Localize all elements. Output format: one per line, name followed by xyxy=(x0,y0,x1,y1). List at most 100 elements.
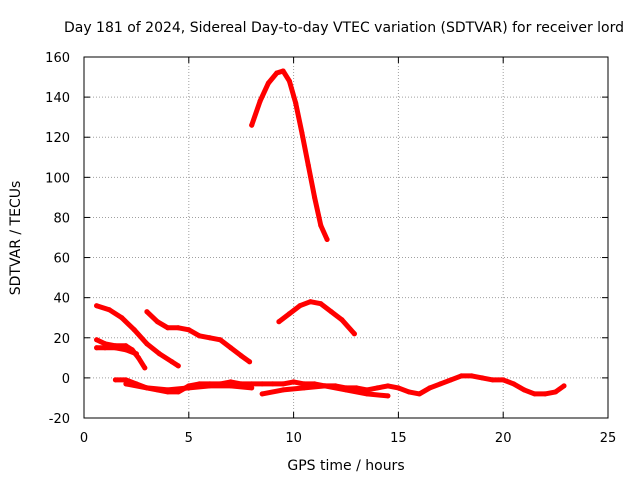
x-tick-label: 10 xyxy=(285,431,302,446)
data-point-arc-7 xyxy=(406,389,412,395)
x-tick-label: 5 xyxy=(185,431,193,446)
data-point-arc-1 xyxy=(106,307,112,313)
data-point-arc-7 xyxy=(479,375,485,381)
data-point-arc-7 xyxy=(123,377,129,383)
data-point-arc-2 xyxy=(94,337,100,343)
data-point-arc-7 xyxy=(259,381,265,387)
data-point-arc-8 xyxy=(228,383,234,389)
data-point-arc-7 xyxy=(270,381,276,387)
y-tick-label: 80 xyxy=(53,211,70,226)
data-point-arc-7 xyxy=(280,381,286,387)
data-point-arc-9 xyxy=(259,391,265,397)
data-point-arc-4 xyxy=(144,309,150,315)
y-tick-label: 0 xyxy=(62,372,70,387)
data-point-arc-5 xyxy=(324,237,330,242)
grid-layer xyxy=(84,57,608,418)
data-point-arc-5 xyxy=(305,162,311,168)
chart-title: Day 181 of 2024, Sidereal Day-to-day VTE… xyxy=(64,20,624,36)
data-point-arc-7 xyxy=(437,381,443,387)
frame-layer xyxy=(83,56,609,419)
data-point-arc-5 xyxy=(299,130,305,136)
series-layer xyxy=(94,68,567,399)
data-point-arc-1 xyxy=(131,327,137,333)
data-point-arc-7 xyxy=(291,379,297,385)
data-point-arc-6 xyxy=(276,319,282,325)
data-point-arc-7 xyxy=(521,387,527,393)
data-point-arc-8 xyxy=(165,387,171,393)
data-point-arc-5 xyxy=(249,122,255,128)
data-point-arc-5 xyxy=(286,78,292,84)
data-point-arc-7 xyxy=(500,377,506,383)
x-tick-label: 15 xyxy=(390,431,407,446)
data-point-arc-7 xyxy=(427,385,433,391)
data-point-arc-7 xyxy=(385,383,391,389)
data-point-arc-1 xyxy=(119,315,125,321)
data-point-arc-7 xyxy=(553,389,559,395)
y-tick-label: 60 xyxy=(53,252,70,267)
data-point-arc-4 xyxy=(207,335,213,341)
data-point-arc-6 xyxy=(318,301,324,307)
data-point-arc-5 xyxy=(280,68,286,74)
series-arc-5 xyxy=(249,68,330,242)
data-point-arc-6 xyxy=(297,303,303,309)
data-point-arc-5 xyxy=(257,98,263,104)
data-point-arc-6 xyxy=(351,331,357,337)
data-point-arc-2 xyxy=(136,355,141,361)
data-point-arc-5 xyxy=(265,80,271,86)
data-point-arc-7 xyxy=(395,385,401,391)
data-point-arc-7 xyxy=(249,381,255,387)
y-tick-label: 120 xyxy=(45,131,70,146)
y-tick-label: -20 xyxy=(49,412,70,427)
data-point-arc-9 xyxy=(301,385,307,391)
data-point-arc-5 xyxy=(318,223,324,228)
data-point-arc-4 xyxy=(165,325,171,331)
data-point-arc-8 xyxy=(207,383,213,389)
data-point-arc-4 xyxy=(228,345,234,351)
data-point-arc-6 xyxy=(307,299,313,305)
x-axis-label: GPS time / hours xyxy=(287,458,404,474)
data-point-arc-7 xyxy=(416,391,422,397)
data-point-arc-3 xyxy=(123,347,129,353)
data-point-arc-3 xyxy=(94,345,100,351)
data-point-arc-6 xyxy=(328,309,334,315)
data-point-arc-3 xyxy=(133,351,139,357)
data-point-arc-7 xyxy=(561,383,567,389)
data-point-arc-4 xyxy=(154,319,160,325)
data-point-arc-7 xyxy=(469,373,475,379)
data-point-arc-8 xyxy=(249,385,255,391)
data-point-arc-9 xyxy=(280,387,286,393)
data-point-arc-7 xyxy=(490,377,496,383)
data-point-arc-1 xyxy=(157,351,162,357)
data-point-arc-7 xyxy=(458,373,464,379)
y-tick-label: 20 xyxy=(53,332,70,347)
data-point-arc-6 xyxy=(339,317,345,323)
data-point-arc-9 xyxy=(322,383,328,389)
data-point-arc-5 xyxy=(274,70,280,76)
data-point-arc-9 xyxy=(385,393,391,399)
data-point-arc-5 xyxy=(312,194,318,200)
data-point-arc-7 xyxy=(112,377,118,383)
data-point-arc-8 xyxy=(144,385,150,391)
data-point-arc-4 xyxy=(175,325,181,331)
data-point-arc-4 xyxy=(186,327,192,333)
y-tick-label: 100 xyxy=(45,171,70,186)
plot-frame xyxy=(83,56,609,419)
y-tick-label: 160 xyxy=(45,51,70,66)
data-point-arc-9 xyxy=(364,391,370,397)
data-point-arc-7 xyxy=(542,391,548,397)
data-point-arc-9 xyxy=(343,387,349,393)
y-tick-label: 40 xyxy=(53,292,70,307)
data-point-arc-4 xyxy=(217,337,223,343)
y-axis-label: SDTVAR / TECUs xyxy=(8,181,24,296)
x-tick-label: 20 xyxy=(495,431,512,446)
data-point-arc-8 xyxy=(186,385,192,391)
data-point-arc-3 xyxy=(112,345,118,351)
data-point-arc-4 xyxy=(247,359,253,365)
data-point-arc-1 xyxy=(169,359,175,365)
data-point-arc-4 xyxy=(196,333,202,339)
data-point-arc-7 xyxy=(532,391,538,397)
data-point-arc-7 xyxy=(511,381,517,387)
data-point-arc-1 xyxy=(144,341,150,347)
